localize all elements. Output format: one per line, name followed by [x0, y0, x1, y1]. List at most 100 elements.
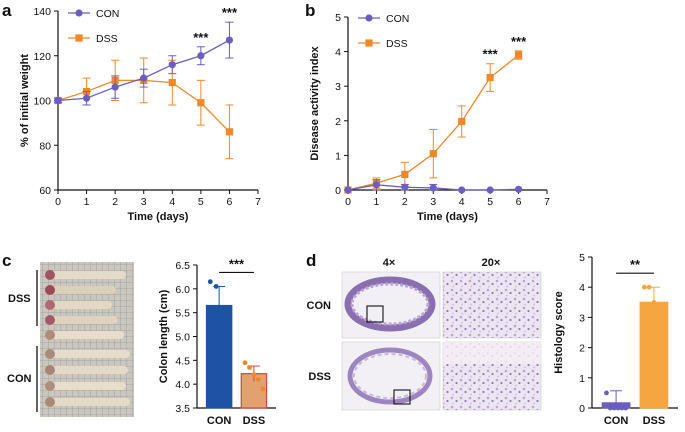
- x-tick-label: 7: [544, 196, 550, 208]
- legend-label: DSS: [96, 33, 118, 45]
- significance-marker: ***: [483, 47, 499, 62]
- y-axis-label: Histology score: [553, 291, 565, 374]
- legend-marker: [75, 34, 83, 42]
- y-tick-label: 0: [579, 403, 585, 415]
- data-point: [207, 279, 213, 285]
- y-tick-label: 120: [33, 51, 51, 63]
- y-tick-label: 80: [39, 140, 51, 152]
- data-point: [611, 405, 617, 411]
- header-4x: 4×: [383, 257, 396, 269]
- significance-marker: ***: [222, 5, 238, 20]
- dss-colon-ring: [347, 347, 433, 405]
- significance-marker: **: [630, 257, 641, 272]
- data-point: [247, 365, 252, 370]
- y-tick-label: 140: [33, 6, 51, 18]
- legend-marker: [75, 9, 83, 17]
- data-point: [242, 360, 248, 366]
- x-tick-label: 7: [255, 196, 261, 208]
- point-con: [111, 83, 119, 91]
- data-point: [607, 405, 613, 411]
- y-tick-label: 100: [33, 96, 51, 108]
- colon-samples: [45, 270, 130, 407]
- panel-label-a: a: [2, 1, 12, 20]
- point-dss: [401, 170, 409, 179]
- y-axis-label: % of initial weight: [19, 54, 31, 147]
- y-tick-label: 6.5: [175, 260, 190, 272]
- histology-images: 4× 20× CON DSS: [307, 257, 542, 411]
- x-tick-label: 5: [198, 196, 204, 208]
- weight-chart: 0 1 2 3 4 5 6 7 60 80 100 120 140 Time (days) % of ini…: [19, 5, 261, 223]
- x-tick-label: 2: [112, 196, 118, 208]
- x-tick-label: 1: [374, 196, 380, 208]
- data-point: [255, 377, 261, 382]
- point-con: [54, 96, 62, 105]
- point-con: [344, 186, 352, 194]
- y-tick-label: 3: [579, 312, 585, 324]
- y-tick-label: 5: [335, 12, 341, 24]
- data-point: [656, 315, 662, 320]
- x-tick-label: 5: [487, 196, 493, 208]
- x-axis-label: Time (days): [128, 211, 189, 223]
- point-con: [140, 74, 148, 82]
- point-dss: [429, 150, 437, 158]
- legend-label: CON: [386, 13, 409, 25]
- legend-label: CON: [96, 8, 119, 20]
- legend-label: DSS: [386, 38, 408, 50]
- x-tick-label: 2: [402, 196, 408, 208]
- data-point: [260, 386, 266, 392]
- significance-marker: ***: [511, 34, 527, 49]
- panel-label-d: d: [306, 251, 316, 270]
- x-tick-label: 4: [459, 196, 465, 208]
- con-20x-image: [442, 271, 542, 339]
- con-colon-ring: [344, 276, 436, 332]
- y-tick-label: 5.0: [175, 332, 190, 344]
- row-label-con: CON: [307, 300, 332, 312]
- photo-label-con: CON: [7, 373, 32, 385]
- x-tick-label: 3: [141, 196, 147, 208]
- x-tick-label: 6: [516, 196, 522, 208]
- data-point: [219, 307, 225, 313]
- y-tick-label: 6.0: [175, 284, 190, 296]
- x-category-label: CON: [604, 415, 629, 427]
- point-con: [225, 36, 234, 44]
- x-tick-label: 6: [227, 196, 233, 208]
- x-tick-label: 1: [84, 196, 90, 208]
- colon-photo: DSS CON: [7, 262, 134, 417]
- y-axis-label: Disease activity index: [309, 45, 321, 160]
- y-tick-label: 1: [579, 373, 585, 385]
- y-tick-label: 60: [39, 185, 51, 197]
- y-tick-label: 2: [335, 116, 341, 128]
- row-label-dss: DSS: [308, 371, 331, 383]
- point-dss: [514, 51, 523, 59]
- y-tick-label: 3.5: [175, 403, 190, 415]
- point-con: [401, 183, 409, 191]
- data-point: [213, 284, 219, 289]
- colon-length-chart: 3.5 4.0 4.5 5.0 5.5 6.0 6.5 Colon length (cm) CO…: [158, 256, 276, 427]
- y-tick-label: 4: [579, 282, 585, 294]
- y-tick-label: 4.5: [175, 355, 190, 367]
- dai-chart: 0 1 2 3 4 5 6 7 0 1 2 3 4 5 Time (days) Disease activit…: [309, 12, 550, 223]
- y-tick-label: 4.0: [175, 379, 190, 391]
- x-axis-label: Time (days): [417, 211, 478, 223]
- grid-background: [40, 262, 134, 417]
- x-tick-label: 4: [169, 196, 175, 208]
- data-point: [604, 390, 609, 396]
- point-con: [514, 185, 523, 193]
- point-con: [486, 186, 494, 194]
- panel-label-b: b: [305, 1, 315, 20]
- legend-marker: [365, 14, 373, 22]
- point-dss: [168, 79, 176, 87]
- data-point: [615, 405, 621, 411]
- panel-label-c: c: [2, 251, 11, 270]
- x-category-label: DSS: [643, 415, 666, 427]
- data-point: [641, 284, 647, 290]
- x-tick-label: 3: [430, 196, 436, 208]
- bar-dss: [639, 301, 669, 409]
- y-tick-label: 0: [335, 185, 341, 197]
- data-point: [251, 372, 257, 378]
- photo-label-dss: DSS: [8, 293, 31, 305]
- data-point: [651, 299, 657, 305]
- y-tick-label: 3: [335, 81, 341, 93]
- point-con: [168, 61, 176, 69]
